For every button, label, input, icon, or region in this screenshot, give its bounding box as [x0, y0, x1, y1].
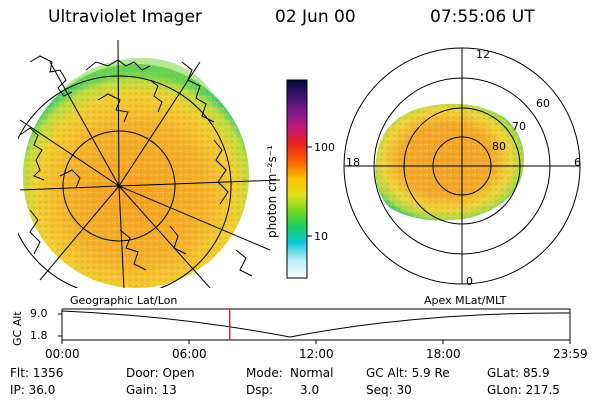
- timeline-frame: [61, 308, 571, 341]
- status-dsp-value: 3.0: [300, 383, 320, 397]
- timeline-xtick-1800: 18:00: [426, 347, 461, 361]
- altitude-curve: [61, 310, 571, 338]
- status-mode-label: Mode:: [246, 366, 283, 380]
- observation-time: 07:55:06 UT: [430, 7, 535, 27]
- colorbar-tick-label-100: 100: [314, 141, 335, 154]
- status-gc-alt: GC Alt: 5.9 Re: [366, 366, 450, 380]
- status-glon: GLon: 217.5: [487, 383, 560, 397]
- colorbar-unit-label: photon cm⁻²s⁻¹: [265, 145, 279, 238]
- status-mode-value: Normal: [290, 366, 334, 380]
- observation-date: 02 Jun 00: [275, 7, 356, 27]
- colorbar: [286, 79, 308, 279]
- status-gain: Gain: 13: [126, 383, 177, 397]
- mlt-label-6: 6: [574, 156, 581, 169]
- lat-label-70: 70: [512, 120, 526, 133]
- status-glat: GLat: 85.9: [487, 366, 550, 380]
- status-seq: Seq: 30: [366, 383, 412, 397]
- instrument-title: Ultraviolet Imager: [48, 7, 202, 27]
- timeline-ylabel: GC Alt: [11, 311, 24, 346]
- status-door: Door: Open: [126, 366, 195, 380]
- timeline-xtick-0000: 00:00: [45, 347, 80, 361]
- mlt-label-0: 0: [466, 275, 473, 288]
- timeline-xtick-1200: 12:00: [299, 347, 334, 361]
- lat-label-80: 80: [492, 140, 506, 153]
- colorbar-tick-label-10: 10: [314, 230, 328, 243]
- status-dsp-label: Dsp:: [246, 383, 274, 397]
- status-ip: IP: 36.0: [10, 383, 56, 397]
- magnetic-caption: Apex MLat/MLT: [424, 294, 507, 307]
- mlt-label-18: 18: [346, 156, 360, 169]
- geographic-image: [18, 40, 280, 288]
- geographic-caption: Geographic Lat/Lon: [70, 294, 178, 307]
- timeline-ytick-low: 1.8: [30, 329, 48, 342]
- lat-label-60: 60: [536, 97, 550, 110]
- geo-grid: [18, 40, 280, 288]
- timeline-xtick-0600: 06:00: [172, 347, 207, 361]
- timeline-ytick-high: 9.0: [30, 307, 48, 320]
- mlt-label-12: 12: [476, 48, 490, 61]
- status-flight: Flt: 1356: [10, 366, 64, 380]
- magnetic-polar-plot: [343, 47, 581, 285]
- altitude-timeline: [58, 308, 571, 344]
- timeline-xtick-2359: 23:59: [553, 347, 588, 361]
